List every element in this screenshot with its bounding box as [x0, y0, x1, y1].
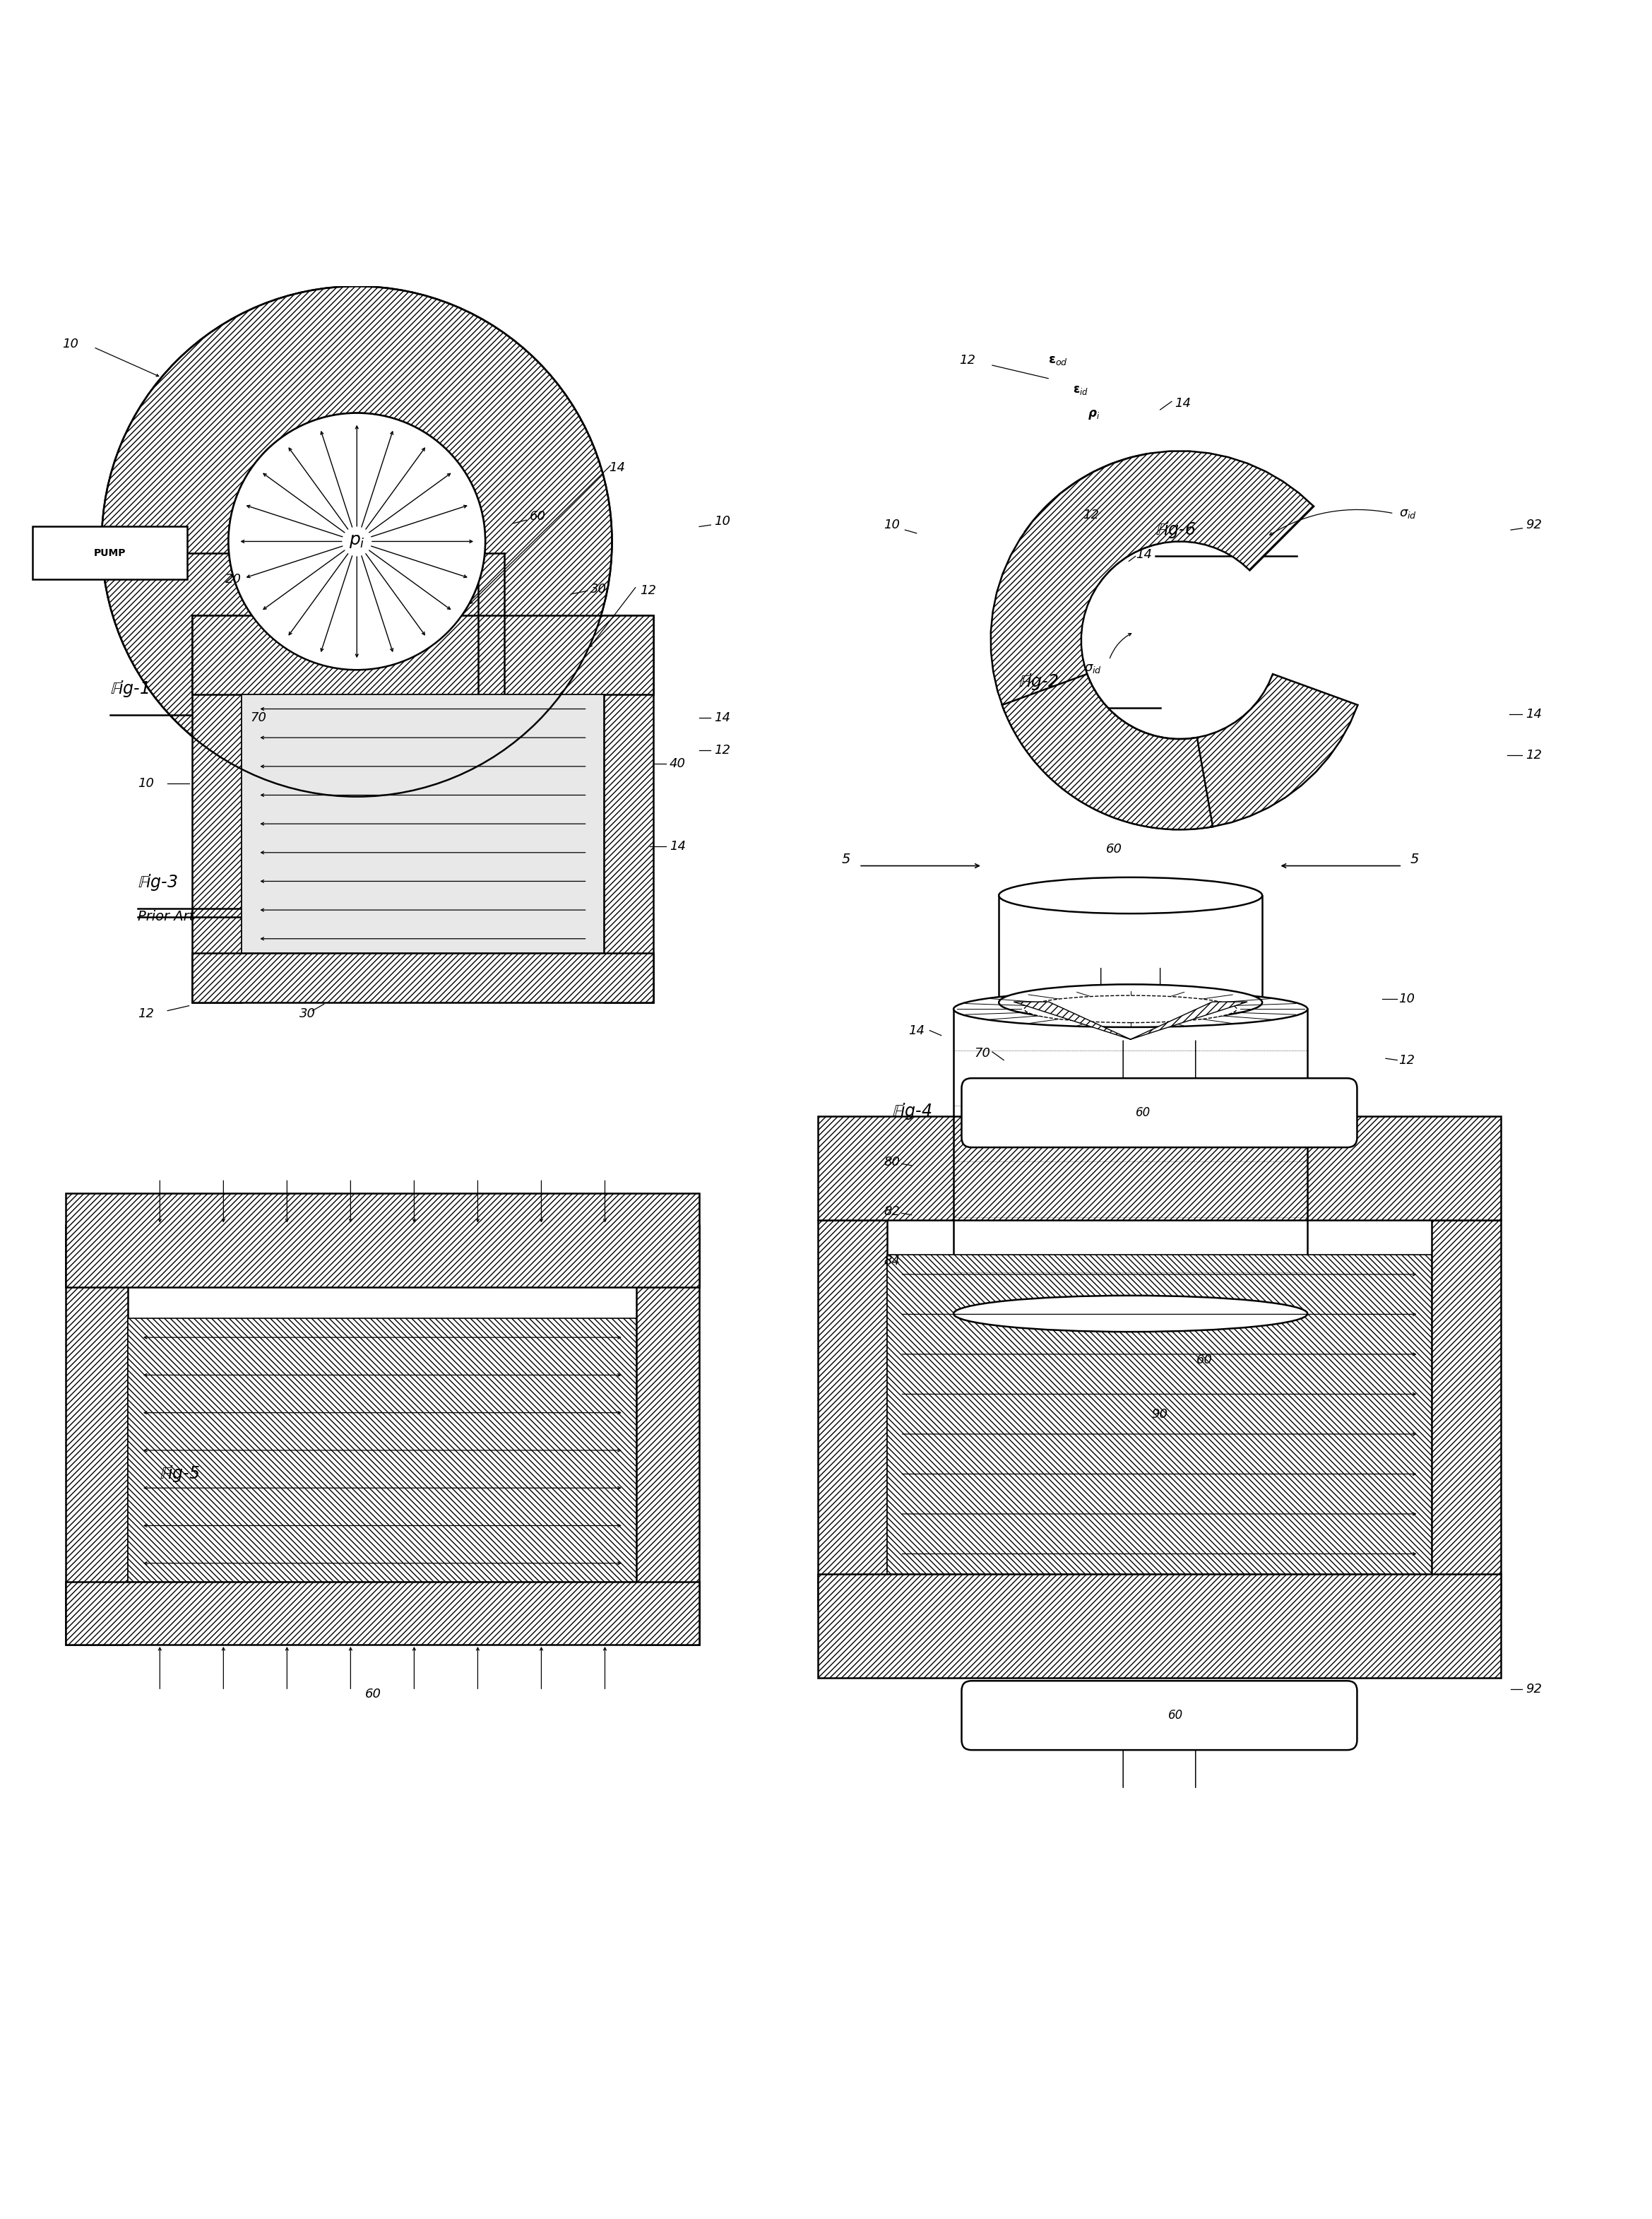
Text: 84: 84: [884, 1254, 900, 1267]
Text: 60: 60: [365, 1689, 382, 1700]
Text: 12: 12: [1525, 750, 1541, 761]
Text: 14: 14: [608, 462, 624, 473]
Text: 5: 5: [1411, 852, 1419, 865]
Text: 14: 14: [1175, 397, 1191, 411]
Polygon shape: [1014, 1001, 1247, 1038]
Text: 82: 82: [884, 1205, 900, 1218]
Text: 12: 12: [1082, 508, 1099, 521]
Text: 60: 60: [1105, 843, 1122, 857]
Text: 70: 70: [975, 1047, 991, 1061]
Text: 12: 12: [1399, 1054, 1416, 1067]
Ellipse shape: [999, 877, 1262, 914]
Bar: [818, 1116, 1502, 1220]
Polygon shape: [1024, 453, 1163, 584]
Text: $\mathbb{F}$ig-4: $\mathbb{F}$ig-4: [892, 1101, 932, 1121]
Text: $\boldsymbol{\varepsilon}_{id}$: $\boldsymbol{\varepsilon}_{id}$: [1072, 384, 1089, 397]
Text: $\mathbb{F}$ig-2: $\mathbb{F}$ig-2: [1019, 672, 1059, 692]
Text: 14: 14: [1135, 548, 1151, 561]
Text: $\mathbb{F}$ig-6: $\mathbb{F}$ig-6: [1155, 519, 1196, 539]
FancyBboxPatch shape: [961, 1078, 1356, 1147]
Text: 10: 10: [714, 515, 730, 528]
Text: 80: 80: [884, 1156, 900, 1169]
Text: 10: 10: [63, 337, 78, 351]
Text: 14: 14: [669, 839, 686, 852]
Text: 12: 12: [960, 355, 976, 366]
Bar: [66, 1582, 699, 1644]
Text: 70: 70: [249, 712, 266, 723]
Text: 92: 92: [1525, 1682, 1541, 1695]
Text: 60: 60: [1196, 1354, 1213, 1367]
Ellipse shape: [1024, 996, 1237, 1023]
Text: $p_i$: $p_i$: [349, 533, 365, 550]
Text: 10: 10: [1399, 992, 1416, 1005]
Bar: [192, 954, 653, 1003]
Text: 30: 30: [299, 1007, 316, 1021]
Text: 14: 14: [1525, 708, 1541, 721]
Text: 60: 60: [1168, 1709, 1183, 1722]
Text: 20: 20: [225, 573, 241, 586]
Text: $\mathbb{F}$ig-1: $\mathbb{F}$ig-1: [111, 679, 149, 699]
Text: 5: 5: [843, 852, 851, 865]
Bar: [192, 615, 653, 695]
Text: PUMP: PUMP: [94, 548, 126, 557]
Text: $\sigma_{id}$: $\sigma_{id}$: [1084, 661, 1102, 675]
Ellipse shape: [953, 992, 1307, 1027]
Text: 10: 10: [137, 777, 154, 790]
Text: 14: 14: [909, 1025, 925, 1036]
Text: 40: 40: [669, 757, 686, 770]
Text: 12: 12: [137, 1007, 154, 1021]
Bar: [603, 615, 653, 1003]
Polygon shape: [1003, 675, 1213, 830]
Bar: [66, 1194, 699, 1287]
Text: $\boldsymbol{\varepsilon}_{od}$: $\boldsymbol{\varepsilon}_{od}$: [1049, 355, 1067, 366]
Text: 10: 10: [884, 519, 900, 530]
Text: 12: 12: [639, 584, 656, 597]
Bar: [241, 695, 603, 954]
FancyBboxPatch shape: [961, 1680, 1356, 1751]
Ellipse shape: [999, 985, 1262, 1021]
Text: 92: 92: [1525, 519, 1541, 530]
Text: 60: 60: [1135, 1107, 1150, 1118]
Text: 60: 60: [530, 510, 545, 524]
Polygon shape: [991, 450, 1358, 830]
FancyBboxPatch shape: [33, 526, 187, 579]
Text: 90: 90: [1151, 1407, 1168, 1420]
Ellipse shape: [953, 1296, 1307, 1331]
Bar: [818, 1220, 887, 1609]
Bar: [887, 1254, 1432, 1573]
Bar: [636, 1225, 699, 1644]
Bar: [192, 615, 241, 1003]
Bar: [129, 1318, 636, 1582]
Text: $\mathbb{F}$ig-3: $\mathbb{F}$ig-3: [137, 872, 178, 892]
Bar: [66, 1225, 129, 1644]
Text: 12: 12: [714, 743, 730, 757]
Text: 30: 30: [591, 584, 606, 595]
Text: $\mathbb{F}$ig-5: $\mathbb{F}$ig-5: [159, 1465, 200, 1482]
Text: Prior Art: Prior Art: [137, 910, 195, 923]
Circle shape: [228, 413, 486, 670]
Text: 14: 14: [714, 712, 730, 723]
Bar: [1432, 1220, 1502, 1609]
Text: $\sigma_{id}$: $\sigma_{id}$: [1399, 508, 1416, 519]
Wedge shape: [102, 286, 611, 797]
Text: $\boldsymbol{\rho}_i$: $\boldsymbol{\rho}_i$: [1087, 408, 1100, 422]
Bar: [818, 1573, 1502, 1678]
